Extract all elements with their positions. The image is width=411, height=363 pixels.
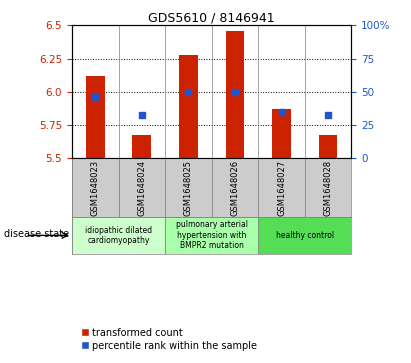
Text: GSM1648023: GSM1648023: [91, 159, 100, 216]
Legend: transformed count, percentile rank within the sample: transformed count, percentile rank withi…: [77, 324, 261, 355]
Bar: [165, 217, 258, 254]
Bar: [258, 217, 351, 254]
Bar: [165, 159, 212, 217]
Text: GSM1648024: GSM1648024: [137, 160, 146, 216]
Text: disease state: disease state: [4, 229, 69, 239]
Bar: [212, 159, 258, 217]
Bar: [305, 159, 351, 217]
Bar: [258, 159, 305, 217]
Bar: [72, 217, 165, 254]
Text: pulmonary arterial
hypertension with
BMPR2 mutation: pulmonary arterial hypertension with BMP…: [175, 220, 248, 250]
Text: GSM1648026: GSM1648026: [231, 159, 240, 216]
Text: GSM1648027: GSM1648027: [277, 159, 286, 216]
Bar: [86, 76, 104, 159]
Text: GSM1648028: GSM1648028: [323, 159, 332, 216]
Bar: [132, 135, 151, 159]
Title: GDS5610 / 8146941: GDS5610 / 8146941: [148, 11, 275, 24]
Text: GSM1648025: GSM1648025: [184, 160, 193, 216]
Bar: [272, 109, 291, 159]
Bar: [179, 55, 198, 159]
Bar: [72, 159, 118, 217]
Bar: [118, 159, 165, 217]
Text: healthy control: healthy control: [276, 231, 334, 240]
Bar: [226, 31, 244, 159]
Text: idiopathic dilated
cardiomyopathy: idiopathic dilated cardiomyopathy: [85, 226, 152, 245]
Bar: [319, 135, 337, 159]
